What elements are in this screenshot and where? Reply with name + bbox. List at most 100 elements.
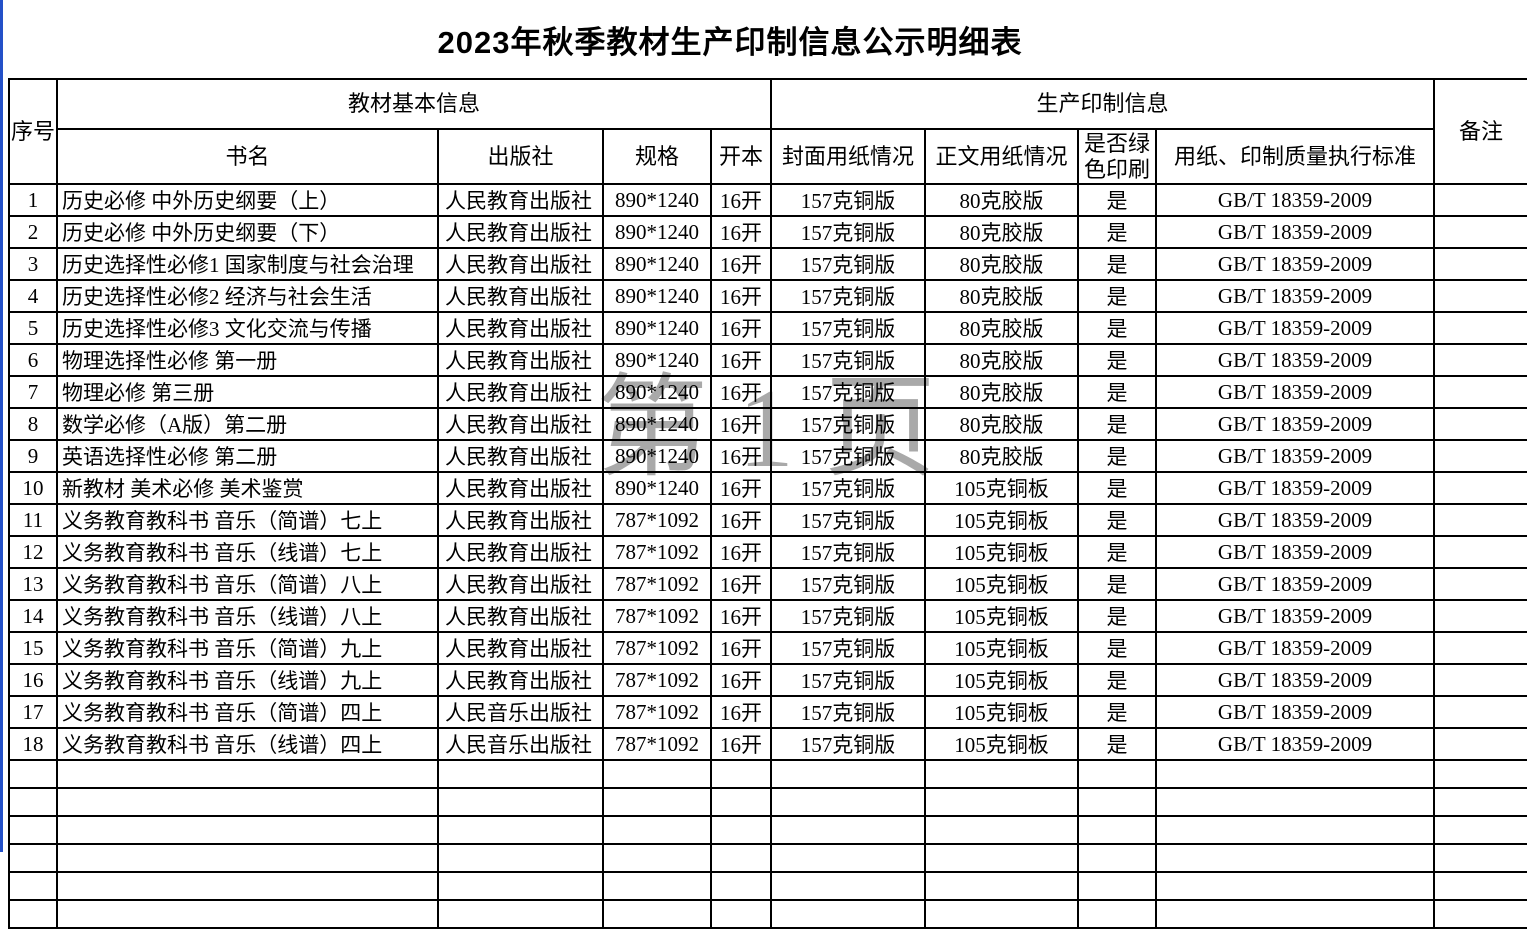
- cell-body-paper: 80克胶版: [924, 247, 1080, 281]
- table-row: 14 义务教育教科书 音乐（线谱）八上 人民教育出版社 787*1092 16开…: [8, 599, 1527, 633]
- cell-book-name: 历史选择性必修2 经济与社会生活: [56, 279, 439, 313]
- empty-cell: [437, 843, 604, 873]
- cell-cover-paper: 157克铜版: [770, 727, 927, 761]
- cell-green-print: 是: [1077, 439, 1158, 473]
- cell-serial: 16: [8, 663, 58, 697]
- table-row: 8 数学必修（A版）第二册 人民教育出版社 890*1240 16开 157克铜…: [8, 407, 1527, 441]
- header-serial: 序号: [8, 78, 58, 185]
- empty-cell: [1077, 787, 1158, 817]
- cell-green-print: 是: [1077, 535, 1158, 569]
- table-row: 17 义务教育教科书 音乐（简谱）四上 人民音乐出版社 787*1092 16开…: [8, 695, 1527, 729]
- cell-serial: 3: [8, 247, 58, 281]
- cell-format: 16开: [709, 215, 773, 249]
- title-bar: 2023年秋季教材生产印制信息公示明细表: [0, 0, 1460, 78]
- table-row: 4 历史选择性必修2 经济与社会生活 人民教育出版社 890*1240 16开 …: [8, 279, 1527, 313]
- empty-cell: [8, 815, 58, 845]
- empty-cell: [924, 843, 1080, 873]
- empty-cell: [1077, 871, 1158, 901]
- empty-cell: [56, 787, 439, 817]
- empty-row: [8, 815, 1527, 845]
- cell-green-print: 是: [1077, 343, 1158, 377]
- cell-book-name: 历史选择性必修1 国家制度与社会治理: [56, 247, 439, 281]
- cell-standard: GB/T 18359-2009: [1155, 695, 1436, 729]
- cell-spec: 787*1092: [602, 695, 712, 729]
- cell-remark: [1433, 727, 1527, 761]
- header-spec: 规格: [602, 128, 712, 185]
- cell-publisher: 人民教育出版社: [437, 503, 604, 537]
- empty-cell: [437, 787, 604, 817]
- cell-format: 16开: [709, 695, 773, 729]
- empty-cell: [709, 815, 773, 845]
- cell-spec: 890*1240: [602, 407, 712, 441]
- cell-standard: GB/T 18359-2009: [1155, 471, 1436, 505]
- cell-cover-paper: 157克铜版: [770, 439, 927, 473]
- cell-green-print: 是: [1077, 727, 1158, 761]
- cell-serial: 5: [8, 311, 58, 345]
- cell-format: 16开: [709, 311, 773, 345]
- cell-cover-paper: 157克铜版: [770, 599, 927, 633]
- cell-book-name: 义务教育教科书 音乐（简谱）九上: [56, 631, 439, 665]
- empty-cell: [602, 787, 712, 817]
- table-row: 11 义务教育教科书 音乐（简谱）七上 人民教育出版社 787*1092 16开…: [8, 503, 1527, 537]
- cell-spec: 890*1240: [602, 311, 712, 345]
- cell-green-print: 是: [1077, 471, 1158, 505]
- cell-book-name: 历史选择性必修3 文化交流与传播: [56, 311, 439, 345]
- empty-cell: [770, 843, 927, 873]
- cell-publisher: 人民教育出版社: [437, 407, 604, 441]
- empty-cell: [709, 871, 773, 901]
- cell-standard: GB/T 18359-2009: [1155, 535, 1436, 569]
- cell-standard: GB/T 18359-2009: [1155, 727, 1436, 761]
- cell-body-paper: 105克铜板: [924, 727, 1080, 761]
- cell-spec: 787*1092: [602, 631, 712, 665]
- cell-standard: GB/T 18359-2009: [1155, 567, 1436, 601]
- cell-remark: [1433, 407, 1527, 441]
- empty-cell: [1155, 871, 1436, 901]
- cell-body-paper: 80克胶版: [924, 183, 1080, 217]
- cell-remark: [1433, 375, 1527, 409]
- cell-spec: 890*1240: [602, 215, 712, 249]
- cell-cover-paper: 157克铜版: [770, 535, 927, 569]
- cell-cover-paper: 157克铜版: [770, 375, 927, 409]
- cell-standard: GB/T 18359-2009: [1155, 247, 1436, 281]
- cell-book-name: 新教材 美术必修 美术鉴赏: [56, 471, 439, 505]
- cell-format: 16开: [709, 631, 773, 665]
- cell-cover-paper: 157克铜版: [770, 471, 927, 505]
- cell-cover-paper: 157克铜版: [770, 279, 927, 313]
- empty-cell: [56, 843, 439, 873]
- cell-serial: 13: [8, 567, 58, 601]
- cell-book-name: 义务教育教科书 音乐（简谱）八上: [56, 567, 439, 601]
- cell-serial: 14: [8, 599, 58, 633]
- cell-book-name: 历史必修 中外历史纲要（上）: [56, 183, 439, 217]
- cell-spec: 890*1240: [602, 471, 712, 505]
- cell-book-name: 物理必修 第三册: [56, 375, 439, 409]
- table-empty-rows: [8, 759, 1527, 929]
- cell-green-print: 是: [1077, 375, 1158, 409]
- cell-format: 16开: [709, 375, 773, 409]
- cell-publisher: 人民教育出版社: [437, 631, 604, 665]
- cell-publisher: 人民音乐出版社: [437, 727, 604, 761]
- empty-cell: [437, 871, 604, 901]
- cell-standard: GB/T 18359-2009: [1155, 279, 1436, 313]
- header-standard: 用纸、印制质量执行标准: [1155, 128, 1436, 185]
- cell-format: 16开: [709, 183, 773, 217]
- cell-book-name: 义务教育教科书 音乐（简谱）四上: [56, 695, 439, 729]
- empty-cell: [1433, 843, 1527, 873]
- cell-body-paper: 80克胶版: [924, 439, 1080, 473]
- cell-publisher: 人民教育出版社: [437, 663, 604, 697]
- table-row: 18 义务教育教科书 音乐（线谱）四上 人民音乐出版社 787*1092 16开…: [8, 727, 1527, 761]
- cell-format: 16开: [709, 567, 773, 601]
- empty-cell: [1155, 815, 1436, 845]
- empty-cell: [770, 899, 927, 929]
- cell-serial: 10: [8, 471, 58, 505]
- cell-standard: GB/T 18359-2009: [1155, 631, 1436, 665]
- cell-remark: [1433, 343, 1527, 377]
- cell-green-print: 是: [1077, 183, 1158, 217]
- header-format: 开本: [709, 128, 773, 185]
- cell-format: 16开: [709, 471, 773, 505]
- cell-cover-paper: 157克铜版: [770, 247, 927, 281]
- cell-publisher: 人民教育出版社: [437, 567, 604, 601]
- table-row: 6 物理选择性必修 第一册 人民教育出版社 890*1240 16开 157克铜…: [8, 343, 1527, 377]
- textbook-print-info-table: 序号 教材基本信息 生产印制信息 备注 书名 出版社 规格 开本 封面用纸情况 …: [8, 78, 1527, 929]
- cell-body-paper: 105克铜板: [924, 695, 1080, 729]
- cell-spec: 890*1240: [602, 247, 712, 281]
